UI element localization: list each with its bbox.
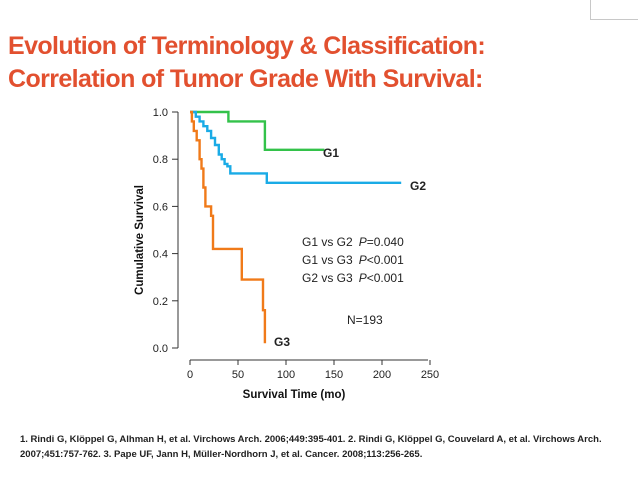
x-axis-label: Survival Time (mo) xyxy=(243,389,346,401)
y-ticks: 0.0 0.2 0.4 0.6 0.8 1.0 xyxy=(153,107,178,355)
y-tick-label: 0.0 xyxy=(153,343,168,355)
references: 1. Rindi G, Klöppel G, Alhman H, et al. … xyxy=(20,434,602,460)
series-label-g3: G3 xyxy=(274,335,290,349)
x-ticks: 0 50 100 150 200 250 xyxy=(187,360,439,381)
comparison-g2-g3-p-label: P xyxy=(359,271,367,285)
comparison-g2-g3-p-value: <0.001 xyxy=(367,271,404,285)
corner-box xyxy=(590,0,638,20)
slide-title-line-1: Evolution of Terminology & Classificatio… xyxy=(8,32,486,60)
x-tick-label: 50 xyxy=(232,369,244,381)
x-tick-label: 150 xyxy=(325,369,343,381)
comparison-g1-g2: G1 vs G2 P=0.040 xyxy=(302,235,404,249)
comparison-g1-g3-label: G1 vs G3 xyxy=(302,253,353,267)
comparison-g1-g2-p-label: P xyxy=(359,235,367,249)
y-axis-label: Cumulative Survival xyxy=(134,185,146,295)
y-tick-label: 0.6 xyxy=(153,201,168,213)
comparison-g2-g3-label: G2 vs G3 xyxy=(302,271,353,285)
series-label-g2: G2 xyxy=(410,179,426,193)
series-label-g1: G1 xyxy=(323,146,339,160)
survival-curve-g3 xyxy=(190,110,267,344)
x-tick-label: 0 xyxy=(187,369,193,381)
comparison-g1-g2-label: G1 vs G2 xyxy=(302,235,353,249)
series-lines xyxy=(190,110,402,344)
comparison-g2-g3: G2 vs G3 P<0.001 xyxy=(302,271,404,285)
chart-plot-area: 0.0 0.2 0.4 0.6 0.8 1.0 0 50 100 150 200 250 Cumul… xyxy=(134,107,439,401)
y-tick-label: 0.4 xyxy=(153,249,168,261)
comparison-g1-g3-p-value: <0.001 xyxy=(367,253,404,267)
survival-curve-g2 xyxy=(190,110,402,185)
survival-curve-g1 xyxy=(190,110,325,152)
sample-size-label: N=193 xyxy=(347,313,383,327)
comparison-g1-g3-p-label: P xyxy=(359,253,367,267)
x-tick-label: 200 xyxy=(373,369,391,381)
slide-title: Evolution of Terminology & Classificatio… xyxy=(8,30,608,96)
y-tick-label: 1.0 xyxy=(153,107,168,119)
comparison-g1-g3: G1 vs G3 P<0.001 xyxy=(302,253,404,267)
comparison-g1-g2-p-value: =0.040 xyxy=(367,235,404,249)
y-tick-label: 0.2 xyxy=(153,296,168,308)
x-tick-label: 250 xyxy=(421,369,439,381)
x-tick-label: 100 xyxy=(277,369,295,381)
y-tick-label: 0.8 xyxy=(153,154,168,166)
slide-title-line-2: Correlation of Tumor Grade With Survival… xyxy=(8,65,483,93)
